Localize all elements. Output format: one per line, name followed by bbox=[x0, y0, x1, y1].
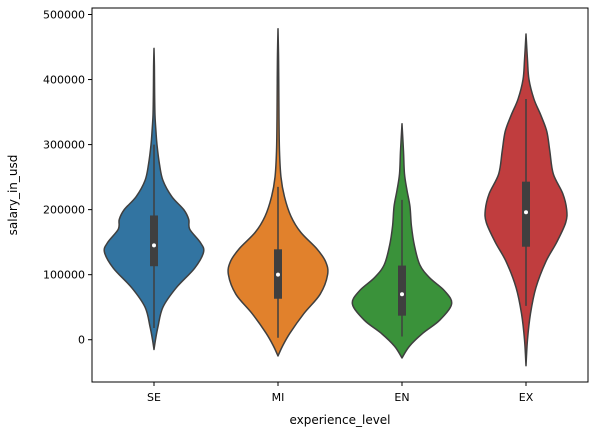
x-tick-label: EN bbox=[394, 391, 409, 404]
y-tick-label: 300000 bbox=[43, 139, 85, 152]
violin-layer bbox=[103, 28, 568, 367]
x-tick-label: SE bbox=[147, 391, 161, 404]
x-tick-label: EX bbox=[519, 391, 534, 404]
x-axis-label: experience_level bbox=[289, 413, 390, 427]
violin-SE bbox=[103, 47, 205, 351]
y-axis: 0 100000 200000 300000 400000 500000 bbox=[43, 9, 92, 347]
violin-median-dot bbox=[152, 243, 156, 248]
plot-frame bbox=[91, 7, 589, 383]
violin-iqr-box bbox=[398, 265, 406, 316]
x-tick-label: MI bbox=[272, 391, 285, 404]
violin-iqr-box bbox=[150, 215, 158, 267]
x-axis: SE MI EN EX bbox=[147, 382, 534, 404]
y-tick-label: 200000 bbox=[43, 204, 85, 217]
violin-median-dot bbox=[276, 272, 280, 277]
violin-EX bbox=[484, 33, 568, 367]
violin-MI bbox=[227, 28, 329, 357]
violin-median-dot bbox=[524, 210, 528, 215]
y-tick-label: 0 bbox=[78, 334, 85, 347]
violin-median-dot bbox=[400, 292, 404, 297]
y-tick-label: 100000 bbox=[43, 269, 85, 282]
y-axis-label: salary_in_usd bbox=[6, 155, 20, 236]
y-tick-label: 400000 bbox=[43, 74, 85, 87]
violin-EN bbox=[351, 123, 453, 359]
y-tick-label: 500000 bbox=[43, 9, 85, 22]
